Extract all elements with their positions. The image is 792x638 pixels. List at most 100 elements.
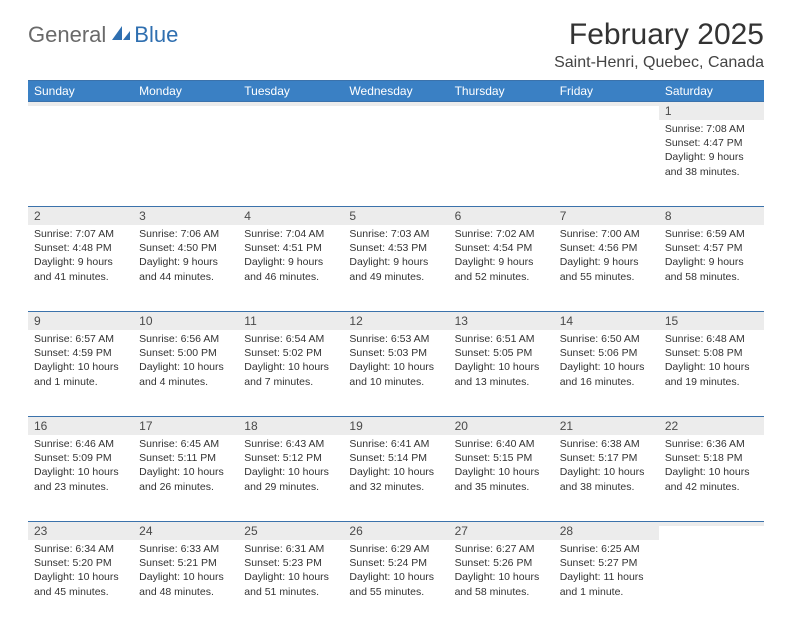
daylight1-text: Daylight: 9 hours bbox=[455, 255, 548, 269]
day-details: Sunrise: 6:54 AMSunset: 5:02 PMDaylight:… bbox=[238, 330, 343, 393]
day-number: 7 bbox=[554, 206, 659, 225]
day-number bbox=[449, 101, 554, 106]
sunset-text: Sunset: 5:23 PM bbox=[244, 556, 337, 570]
weekday-header: Wednesday bbox=[343, 81, 448, 101]
day-number-cell: 2 bbox=[28, 206, 133, 225]
day-details: Sunrise: 6:27 AMSunset: 5:26 PMDaylight:… bbox=[449, 540, 554, 603]
daylight1-text: Daylight: 10 hours bbox=[139, 570, 232, 584]
day-number-cell: 3 bbox=[133, 206, 238, 225]
daylight2-text: and 32 minutes. bbox=[349, 480, 442, 494]
day-cell: Sunrise: 6:56 AMSunset: 5:00 PMDaylight:… bbox=[133, 330, 238, 416]
daylight2-text: and 1 minute. bbox=[34, 375, 127, 389]
daylight2-text: and 26 minutes. bbox=[139, 480, 232, 494]
day-details: Sunrise: 7:06 AMSunset: 4:50 PMDaylight:… bbox=[133, 225, 238, 288]
weekday-header: Saturday bbox=[659, 81, 764, 101]
daylight1-text: Daylight: 9 hours bbox=[560, 255, 653, 269]
day-number: 25 bbox=[238, 521, 343, 540]
sunset-text: Sunset: 5:11 PM bbox=[139, 451, 232, 465]
day-number-cell: 26 bbox=[343, 521, 448, 540]
week-row: Sunrise: 7:08 AMSunset: 4:47 PMDaylight:… bbox=[28, 120, 764, 206]
day-details: Sunrise: 6:29 AMSunset: 5:24 PMDaylight:… bbox=[343, 540, 448, 603]
daylight2-text: and 19 minutes. bbox=[665, 375, 758, 389]
day-number-cell: 25 bbox=[238, 521, 343, 540]
day-cell: Sunrise: 6:43 AMSunset: 5:12 PMDaylight:… bbox=[238, 435, 343, 521]
sunrise-text: Sunrise: 7:04 AM bbox=[244, 227, 337, 241]
daynum-row: 232425262728 bbox=[28, 521, 764, 540]
day-number bbox=[238, 101, 343, 106]
day-number-cell: 17 bbox=[133, 416, 238, 435]
day-number: 14 bbox=[554, 311, 659, 330]
day-details: Sunrise: 6:34 AMSunset: 5:20 PMDaylight:… bbox=[28, 540, 133, 603]
day-details: Sunrise: 6:40 AMSunset: 5:15 PMDaylight:… bbox=[449, 435, 554, 498]
day-number: 20 bbox=[449, 416, 554, 435]
sunset-text: Sunset: 5:00 PM bbox=[139, 346, 232, 360]
sunrise-text: Sunrise: 6:33 AM bbox=[139, 542, 232, 556]
day-cell bbox=[554, 120, 659, 206]
day-cell: Sunrise: 7:04 AMSunset: 4:51 PMDaylight:… bbox=[238, 225, 343, 311]
logo: General Blue bbox=[28, 18, 178, 48]
day-cell: Sunrise: 7:00 AMSunset: 4:56 PMDaylight:… bbox=[554, 225, 659, 311]
day-number: 2 bbox=[28, 206, 133, 225]
day-number bbox=[133, 101, 238, 106]
day-number-cell bbox=[238, 101, 343, 120]
sunrise-text: Sunrise: 6:25 AM bbox=[560, 542, 653, 556]
day-number: 11 bbox=[238, 311, 343, 330]
day-number: 28 bbox=[554, 521, 659, 540]
day-cell: Sunrise: 6:40 AMSunset: 5:15 PMDaylight:… bbox=[449, 435, 554, 521]
day-cell: Sunrise: 6:27 AMSunset: 5:26 PMDaylight:… bbox=[449, 540, 554, 626]
day-number: 9 bbox=[28, 311, 133, 330]
weekday-header: Sunday bbox=[28, 81, 133, 101]
day-number: 5 bbox=[343, 206, 448, 225]
day-cell: Sunrise: 6:48 AMSunset: 5:08 PMDaylight:… bbox=[659, 330, 764, 416]
sunrise-text: Sunrise: 6:34 AM bbox=[34, 542, 127, 556]
header: General Blue February 2025 Saint-Henri, … bbox=[28, 18, 764, 72]
sunset-text: Sunset: 4:54 PM bbox=[455, 241, 548, 255]
sunrise-text: Sunrise: 6:56 AM bbox=[139, 332, 232, 346]
month-title: February 2025 bbox=[554, 18, 764, 52]
day-number: 22 bbox=[659, 416, 764, 435]
day-details: Sunrise: 7:02 AMSunset: 4:54 PMDaylight:… bbox=[449, 225, 554, 288]
week-row: Sunrise: 6:34 AMSunset: 5:20 PM Daylight:… bbox=[28, 540, 764, 626]
day-number bbox=[554, 101, 659, 106]
day-number: 3 bbox=[133, 206, 238, 225]
sunset-text: Sunset: 4:51 PM bbox=[244, 241, 337, 255]
day-number-cell: 10 bbox=[133, 311, 238, 330]
day-details: Sunrise: 6:38 AMSunset: 5:17 PMDaylight:… bbox=[554, 435, 659, 498]
daylight2-text: and 38 minutes. bbox=[560, 480, 653, 494]
sunset-text: Sunset: 4:53 PM bbox=[349, 241, 442, 255]
daylight1-text: Daylight: 9 hours bbox=[244, 255, 337, 269]
weekday-header: Thursday bbox=[449, 81, 554, 101]
sunrise-text: Sunrise: 6:53 AM bbox=[349, 332, 442, 346]
week-row: Sunrise: 6:46 AMSunset: 5:09 PMDaylight:… bbox=[28, 435, 764, 521]
daylight1-text: Daylight: 10 hours bbox=[349, 570, 442, 584]
daynum-row: 16171819202122 bbox=[28, 416, 764, 435]
sunset-text: Sunset: 5:02 PM bbox=[244, 346, 337, 360]
daylight2-text: and 38 minutes. bbox=[665, 165, 758, 179]
day-cell bbox=[659, 540, 764, 626]
sunrise-text: Sunrise: 7:07 AM bbox=[34, 227, 127, 241]
day-cell: Sunrise: 6:34 AMSunset: 5:20 PMDaylight:… bbox=[28, 540, 133, 626]
sunset-text: Sunset: 5:03 PM bbox=[349, 346, 442, 360]
day-number: 23 bbox=[28, 521, 133, 540]
day-number: 15 bbox=[659, 311, 764, 330]
day-cell: Sunrise: 6:54 AMSunset: 5:02 PMDaylight:… bbox=[238, 330, 343, 416]
logo-text-general: General bbox=[28, 22, 106, 48]
day-number-cell: 21 bbox=[554, 416, 659, 435]
day-number-cell bbox=[554, 101, 659, 120]
daylight2-text: and 49 minutes. bbox=[349, 270, 442, 284]
day-cell: Sunrise: 6:38 AMSunset: 5:17 PMDaylight:… bbox=[554, 435, 659, 521]
day-details: Sunrise: 7:08 AMSunset: 4:47 PMDaylight:… bbox=[659, 120, 764, 183]
daylight2-text: and 48 minutes. bbox=[139, 585, 232, 599]
day-details: Sunrise: 6:57 AMSunset: 4:59 PMDaylight:… bbox=[28, 330, 133, 393]
day-details: Sunrise: 6:43 AMSunset: 5:12 PMDaylight:… bbox=[238, 435, 343, 498]
sunrise-text: Sunrise: 6:59 AM bbox=[665, 227, 758, 241]
daylight2-text: and 44 minutes. bbox=[139, 270, 232, 284]
day-cell: Sunrise: 6:25 AMSunset: 5:27 PMDaylight:… bbox=[554, 540, 659, 626]
sunset-text: Sunset: 5:09 PM bbox=[34, 451, 127, 465]
daylight1-text: Daylight: 9 hours bbox=[34, 255, 127, 269]
daylight1-text: Daylight: 10 hours bbox=[139, 360, 232, 374]
day-number: 10 bbox=[133, 311, 238, 330]
sunset-text: Sunset: 5:20 PM bbox=[34, 556, 127, 570]
sunrise-text: Sunrise: 7:02 AM bbox=[455, 227, 548, 241]
sunset-text: Sunset: 5:05 PM bbox=[455, 346, 548, 360]
